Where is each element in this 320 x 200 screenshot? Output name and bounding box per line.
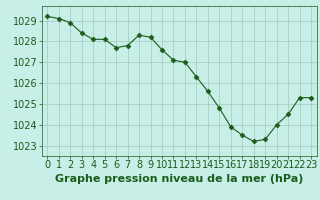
X-axis label: Graphe pression niveau de la mer (hPa): Graphe pression niveau de la mer (hPa) [55, 174, 303, 184]
